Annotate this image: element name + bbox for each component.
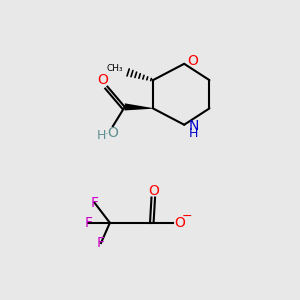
Text: F: F <box>97 236 105 250</box>
Text: N: N <box>188 119 199 133</box>
Text: O: O <box>148 184 159 198</box>
Text: F: F <box>90 196 98 210</box>
Text: CH₃: CH₃ <box>106 64 123 74</box>
Text: −: − <box>182 210 192 223</box>
Text: H: H <box>97 129 106 142</box>
Text: O: O <box>174 216 185 230</box>
Text: F: F <box>85 216 92 230</box>
Text: ·: · <box>104 129 108 139</box>
Text: H: H <box>189 127 198 140</box>
Polygon shape <box>124 103 153 110</box>
Text: O: O <box>188 54 199 68</box>
Text: O: O <box>98 73 109 87</box>
Text: O: O <box>107 126 118 140</box>
